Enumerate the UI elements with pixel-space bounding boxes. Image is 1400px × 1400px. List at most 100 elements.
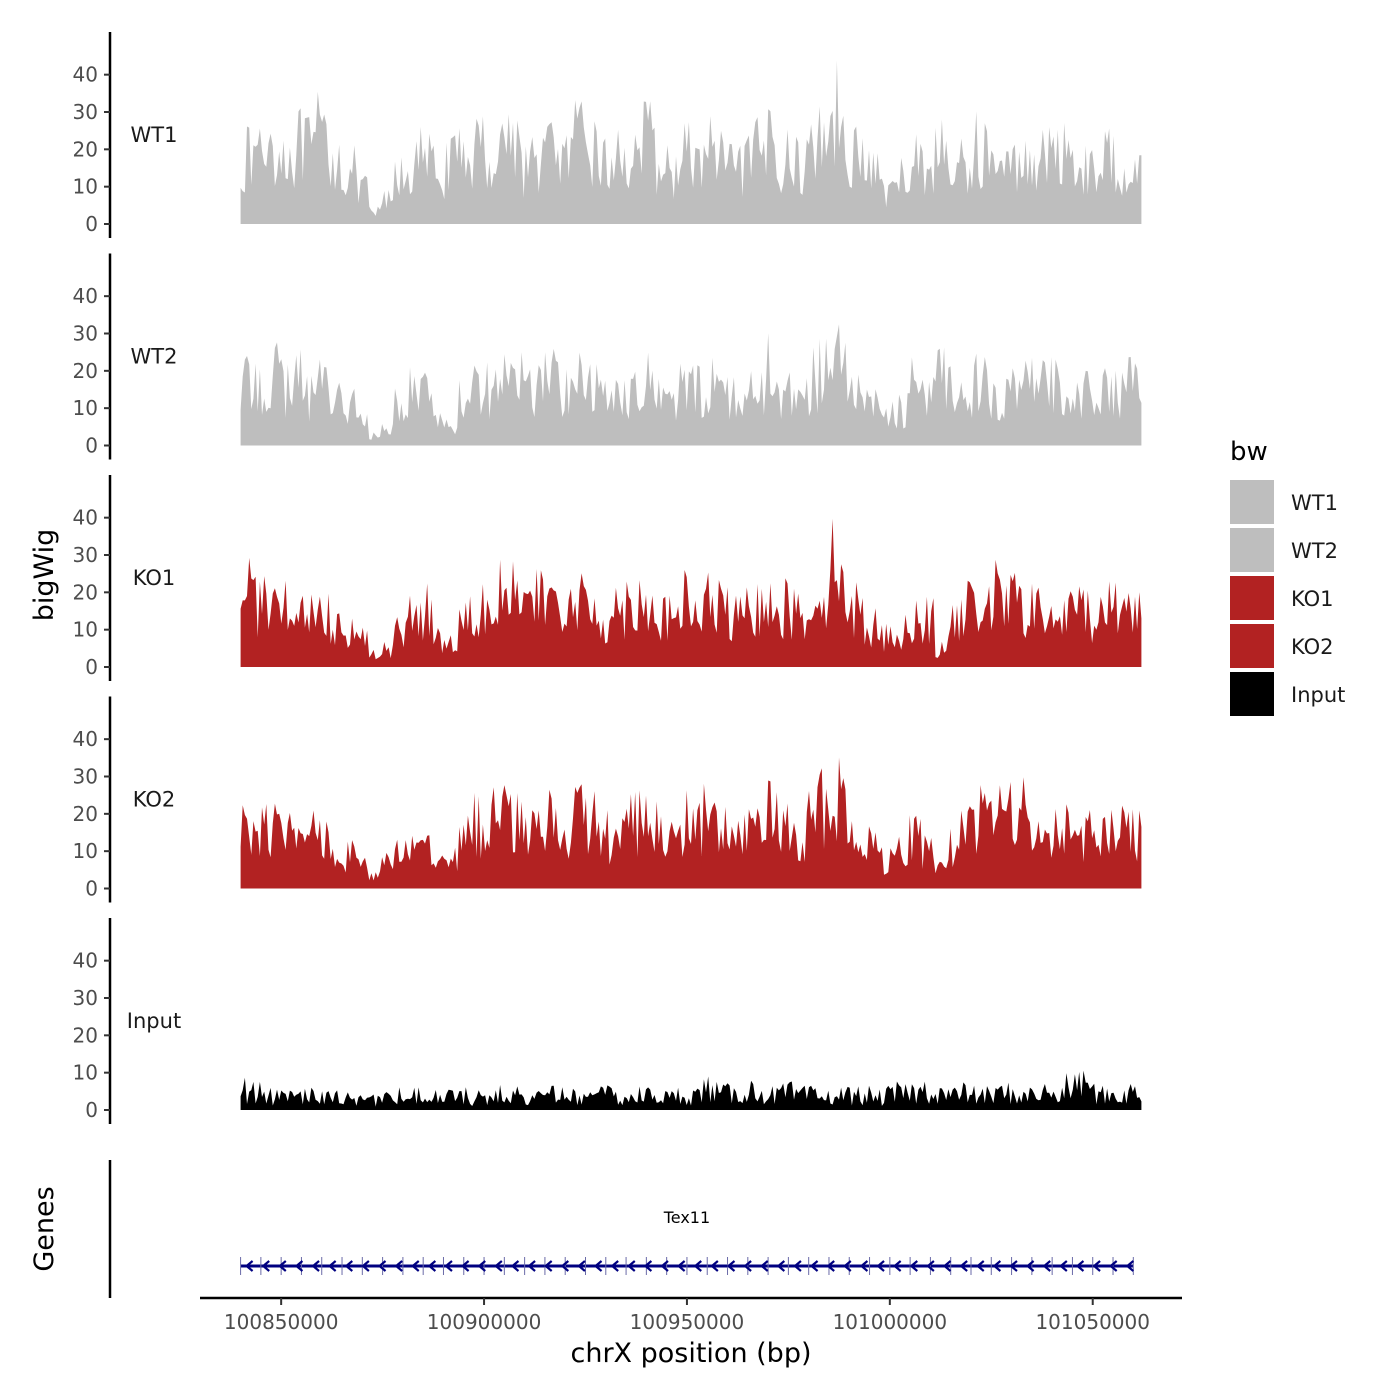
strand-arrow (244, 1260, 254, 1272)
strand-arrow (377, 1260, 387, 1272)
signal-area-wt1 (240, 60, 1142, 224)
y-tick-label: 40 (73, 284, 98, 308)
signal-panels: 0 10 20 30 40 WT1 0 10 20 30 40 WT2 0 10 20 30 40 KO1 0 10 2… (73, 32, 1142, 1124)
legend-swatch (1230, 576, 1274, 620)
panel-ko1: 0 10 20 30 40 KO1 (73, 475, 1142, 681)
x-tick-label: 101050000 (1035, 1310, 1150, 1334)
x-axis-title: chrX position (bp) (570, 1338, 811, 1369)
legend-swatch (1230, 480, 1274, 524)
strand-arrow (809, 1260, 819, 1272)
legend-label: KO1 (1291, 587, 1334, 611)
y-tick-label: 30 (73, 100, 98, 124)
y-tick-label: 20 (73, 580, 98, 604)
strand-arrow (294, 1260, 304, 1272)
signal-area-wt2 (240, 324, 1142, 446)
y-tick-label: 10 (73, 396, 98, 420)
strand-arrow (876, 1260, 885, 1272)
strand-arrow (560, 1260, 570, 1272)
panel-wt1: 0 10 20 30 40 WT1 (73, 32, 1142, 238)
y-tick-label: 20 (73, 1023, 98, 1047)
panel-ko2: 0 10 20 30 40 KO2 (73, 696, 1142, 903)
strand-arrow (710, 1260, 719, 1272)
strand-arrow (693, 1260, 702, 1272)
panel-label: WT1 (131, 123, 178, 147)
y-tick-label: 10 (73, 1061, 98, 1085)
strand-arrow (577, 1260, 586, 1272)
strand-arrow (361, 1260, 370, 1272)
y-tick-label: 40 (73, 949, 98, 973)
strand-arrow (643, 1260, 653, 1272)
strand-arrow (1125, 1260, 1135, 1272)
legend-title: bw (1230, 437, 1268, 467)
y-tick-label: 30 (73, 543, 98, 567)
strand-arrow (527, 1260, 536, 1272)
legend: bw WT1 WT2 KO1 KO2 Input (1230, 437, 1345, 716)
x-tick-label: 100850000 (224, 1310, 339, 1334)
strand-arrow (859, 1260, 869, 1272)
panel-input: 0 10 20 30 40 Input (73, 918, 1142, 1124)
panel-label: Input (127, 1009, 181, 1033)
y-tick-label: 10 (73, 839, 98, 863)
legend-label: Input (1291, 683, 1345, 707)
strand-arrow (1009, 1260, 1018, 1272)
strand-arrow (510, 1260, 520, 1272)
strand-arrow (909, 1260, 918, 1272)
gene-track-title: Genes (29, 1186, 60, 1271)
gene-tex11: Tex11 (240, 1208, 1135, 1275)
strand-arrow (1108, 1260, 1118, 1272)
strand-arrow (776, 1260, 786, 1272)
strand-arrow (460, 1260, 470, 1272)
panel-wt2: 0 10 20 30 40 WT2 (73, 253, 1142, 460)
strand-arrow (1042, 1260, 1051, 1272)
strand-arrow (726, 1260, 736, 1272)
x-tick-label: 100950000 (630, 1310, 745, 1334)
legend-item-ko2: KO2 (1230, 624, 1334, 668)
y-tick-label: 0 (85, 1098, 98, 1122)
strand-arrow (660, 1260, 669, 1272)
strand-arrow (411, 1260, 420, 1272)
y-tick-label: 10 (73, 175, 98, 199)
gene-track: Tex11 (108, 1160, 1135, 1298)
x-tick-label: 101000000 (833, 1310, 948, 1334)
y-tick-label: 0 (85, 212, 98, 236)
legend-swatch (1230, 528, 1274, 572)
y-tick-label: 30 (73, 986, 98, 1010)
y-tick-label: 40 (73, 63, 98, 87)
x-axis: 100850000 100900000 100950000 101000000 1010… (200, 1296, 1182, 1334)
y-axis-title: bigWig (29, 529, 60, 622)
strand-arrow (926, 1260, 935, 1272)
strand-arrow (843, 1260, 852, 1272)
strand-arrow (1092, 1260, 1101, 1272)
legend-item-wt1: WT1 (1230, 480, 1338, 524)
strand-arrow (992, 1260, 1002, 1272)
strand-arrow (942, 1260, 952, 1272)
strand-arrow (344, 1260, 353, 1272)
legend-item-input: Input (1230, 672, 1345, 716)
strand-arrow (826, 1260, 835, 1272)
strand-arrow (743, 1260, 752, 1272)
legend-swatch (1230, 672, 1274, 716)
strand-arrow (327, 1260, 337, 1272)
strand-arrow (610, 1260, 619, 1272)
legend-label: WT2 (1291, 539, 1338, 563)
strand-arrow (1075, 1260, 1085, 1272)
strand-arrow (1059, 1260, 1068, 1272)
legend-swatch (1230, 624, 1274, 668)
y-tick-label: 0 (85, 877, 98, 901)
strand-arrow (543, 1260, 553, 1272)
panel-label: KO2 (133, 788, 176, 812)
strand-arrow (976, 1260, 985, 1272)
strand-arrow (311, 1260, 320, 1272)
strand-arrow (261, 1260, 270, 1272)
strand-arrow (427, 1260, 437, 1272)
strand-arrow (760, 1260, 769, 1272)
legend-label: KO2 (1291, 635, 1334, 659)
gene-label: Tex11 (663, 1208, 710, 1227)
y-tick-label: 20 (73, 802, 98, 826)
strand-arrow (278, 1260, 287, 1272)
y-tick-label: 10 (73, 618, 98, 642)
strand-arrow (892, 1260, 902, 1272)
strand-arrow (444, 1260, 453, 1272)
legend-item-wt2: WT2 (1230, 528, 1338, 572)
